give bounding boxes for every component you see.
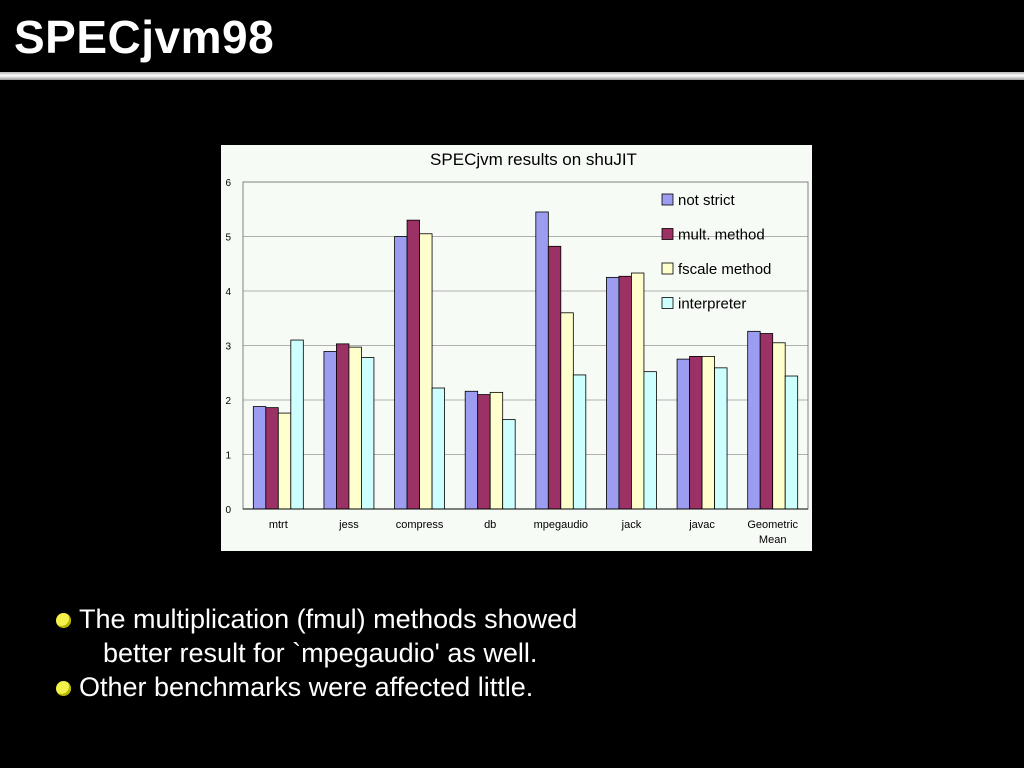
slide-title: SPECjvm98 xyxy=(14,11,275,63)
x-tick-label: mtrt xyxy=(269,519,288,531)
bar xyxy=(714,367,728,510)
bar xyxy=(265,407,279,510)
bar xyxy=(747,330,761,510)
y-tick-label: 0 xyxy=(225,505,231,516)
bar xyxy=(560,312,574,510)
bullet-line: better result for `mpegaudio' as well. xyxy=(103,638,538,668)
bar xyxy=(336,343,350,510)
title-rule xyxy=(0,72,1024,80)
y-tick-label: 4 xyxy=(225,287,231,298)
y-tick-label: 6 xyxy=(225,178,231,189)
bullet-dot-icon xyxy=(56,613,71,628)
bar xyxy=(419,233,433,510)
chart-panel: SPECjvm results on shuJIT 0 1 2 3 4 5 6 mtrt jess… xyxy=(221,145,812,551)
bar-chart: SPECjvm results on shuJIT 0 1 2 3 4 5 6 mtrt jess… xyxy=(225,150,809,546)
legend-label: not strict xyxy=(678,192,736,209)
legend-label: fscale method xyxy=(678,261,771,278)
bar xyxy=(277,412,292,510)
bullet-list: The multiplication (fmul) methods showed… xyxy=(55,602,955,704)
bullet-dot-icon xyxy=(56,681,71,696)
x-tick-label: mpegaudio xyxy=(534,519,588,531)
bar xyxy=(464,390,479,510)
x-tick-label: jess xyxy=(338,519,359,531)
x-tick-label: javac xyxy=(688,519,715,531)
bar xyxy=(784,375,799,510)
legend-label: interpreter xyxy=(678,296,746,313)
bullet-line: The multiplication (fmul) methods showed xyxy=(79,604,578,634)
chart-title: SPECjvm results on shuJIT xyxy=(430,150,637,169)
bar xyxy=(348,346,362,510)
x-tick-label: db xyxy=(484,519,496,531)
bar xyxy=(772,342,786,510)
bar xyxy=(643,371,657,510)
y-tick-label: 5 xyxy=(225,233,231,244)
bar xyxy=(394,236,408,510)
y-tick-label: 1 xyxy=(225,451,231,462)
bar xyxy=(406,219,420,510)
bar xyxy=(618,275,632,510)
bar xyxy=(502,419,516,510)
y-tick-label: 2 xyxy=(225,396,231,407)
legend-swatch xyxy=(661,262,674,275)
bar xyxy=(323,351,337,510)
bar xyxy=(547,245,562,510)
bar xyxy=(572,374,587,510)
bar xyxy=(535,211,549,510)
x-tick-label: compress xyxy=(396,519,444,531)
legend-swatch xyxy=(661,193,674,206)
bar xyxy=(477,394,491,510)
bar xyxy=(361,357,375,510)
bar xyxy=(631,272,645,510)
y-tick-label: 3 xyxy=(225,342,231,353)
x-tick-label: Geometric xyxy=(747,519,798,531)
bullet-line: Other benchmarks were affected little. xyxy=(79,672,534,702)
legend-swatch xyxy=(661,228,674,240)
bar xyxy=(759,333,774,510)
bullet-item-1: The multiplication (fmul) methods showed… xyxy=(55,602,955,670)
bar xyxy=(689,355,703,510)
bullet-item-2: Other benchmarks were affected little. xyxy=(55,670,955,704)
bar xyxy=(252,406,267,510)
x-tick-label: Mean xyxy=(759,534,787,546)
bar xyxy=(701,355,715,510)
legend-swatch xyxy=(661,297,674,309)
bar xyxy=(290,339,304,510)
bar xyxy=(676,358,690,510)
x-tick-label: jack xyxy=(621,519,642,531)
legend-label: mult. method xyxy=(678,227,765,244)
bar xyxy=(606,276,620,510)
bar xyxy=(431,387,445,510)
bar xyxy=(489,391,504,510)
